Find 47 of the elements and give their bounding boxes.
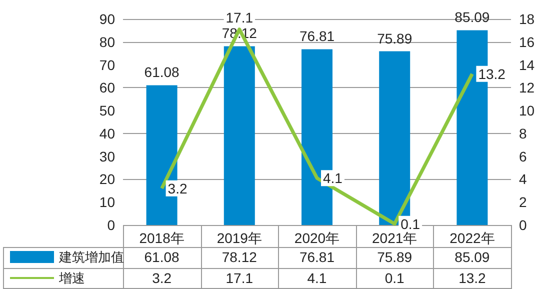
text: 61.08: [144, 64, 180, 80]
x-tick-label: 2018年: [139, 230, 184, 246]
bar: [224, 46, 255, 225]
y-tick-label: 0: [107, 217, 116, 233]
text: 4.1: [323, 170, 342, 186]
x-tick-label: 2022年: [450, 230, 495, 246]
y-tick-label: 20: [99, 171, 116, 188]
data-label: 75.89: [376, 248, 414, 267]
y-tick-label: 90: [99, 11, 116, 27]
data-label: 13.2: [458, 269, 487, 288]
text: 13.2: [478, 66, 506, 82]
legend-label: 增速: [58, 270, 85, 286]
data-label: 0.1: [384, 269, 406, 288]
y-tick-label: 80: [99, 34, 116, 50]
y2-tick-label: 16: [519, 34, 535, 50]
text: 85.09: [454, 9, 490, 26]
y-tick-label: 70: [99, 56, 116, 73]
y-tick-label: 60: [99, 80, 116, 96]
data-label: 85.09: [454, 248, 491, 267]
data-label: 61.08: [143, 248, 180, 267]
y2-tick-label: 14: [519, 56, 535, 73]
text: 17.1: [226, 9, 254, 26]
y2-tick-label: 4: [519, 171, 527, 188]
y2-tick-label: 0: [519, 217, 527, 233]
legend-label: 建筑增加值: [58, 250, 124, 264]
y2-tick-label: 10: [519, 102, 535, 119]
y2-tick-label: 2: [519, 194, 527, 210]
x-tick-label: 2020年: [294, 230, 340, 246]
x-tick-label: 2019年: [216, 230, 262, 246]
text: 76.81: [299, 28, 335, 44]
y2-tick-label: 18: [519, 11, 535, 27]
text: 0.1: [400, 216, 420, 232]
y2-tick-label: 6: [519, 148, 527, 164]
y-tick-label: 40: [99, 125, 116, 142]
data-label: 76.81: [298, 248, 336, 267]
data-label: 4.1: [306, 269, 328, 288]
text: 3.2: [168, 180, 188, 196]
data-label: 3.2: [151, 269, 173, 288]
y-tick-label: 30: [99, 148, 116, 164]
y-tick-label: 10: [99, 194, 116, 210]
text: 75.89: [377, 30, 412, 46]
data-label: 17.1: [224, 269, 254, 288]
x-tick-label: 2021年: [372, 230, 418, 246]
y-tick-label: 50: [99, 102, 116, 119]
y2-tick-label: 12: [519, 80, 535, 96]
data-label: 78.12: [220, 248, 258, 267]
y2-tick-label: 8: [519, 125, 527, 142]
